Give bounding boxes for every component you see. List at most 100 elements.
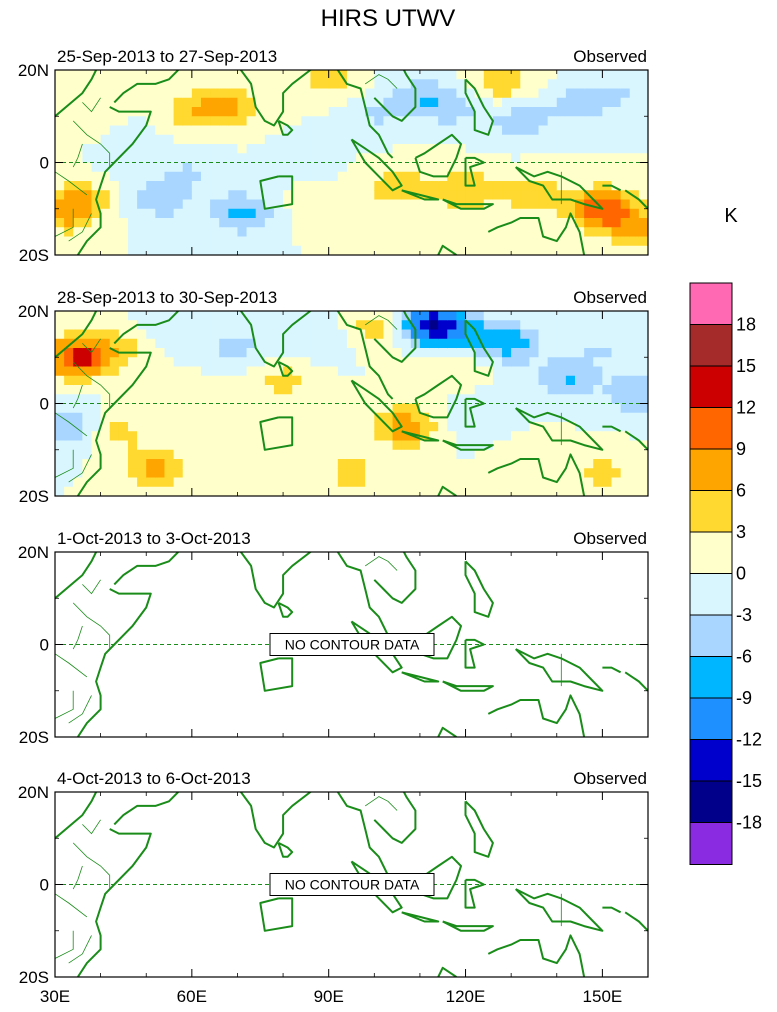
anomaly-cell [173,88,184,99]
anomaly-cell [310,311,321,321]
anomaly-cell [492,459,503,469]
anomaly-cell [237,107,248,117]
anomaly-cell [55,162,65,173]
anomaly-cell [173,385,184,395]
anomaly-cell [210,134,220,145]
anomaly-cell [182,116,193,127]
anomaly-cell [584,320,594,331]
anomaly-cell [502,431,512,442]
anomaly-cell [109,227,120,238]
coastline [113,552,179,586]
anomaly-cell [502,459,512,469]
anomaly-cell [301,236,312,247]
anomaly-cell [255,70,266,80]
anomaly-cell [237,412,248,423]
anomaly-cell [109,385,120,395]
anomaly-cell [228,449,239,460]
anomaly-cell [365,236,375,247]
anomaly-cell [310,440,321,451]
anomaly-cell [575,394,585,405]
country-border [72,361,111,409]
anomaly-cell [346,190,357,201]
anomaly-cell [419,320,430,331]
anomaly-cell [474,459,485,469]
anomaly-cell [511,431,521,442]
anomaly-cell [255,366,266,377]
anomaly-cell [319,134,330,145]
anomaly-cell [602,153,613,164]
anomaly-cell [474,162,485,173]
anomaly-cell [419,311,430,321]
anomaly-cell [511,199,521,210]
anomaly-cell [283,338,293,349]
anomaly-cell [556,320,567,331]
anomaly-cell [210,190,220,201]
coastline [464,638,485,669]
coastline [624,911,648,932]
anomaly-cell [109,431,120,442]
anomaly-cell [264,385,275,395]
anomaly-cell [228,107,239,117]
anomaly-cell [383,236,394,247]
anomaly-cell [219,181,229,191]
y-tick-label: 20S [19,487,49,506]
anomaly-cell [255,459,266,469]
anomaly-cell [383,375,394,386]
anomaly-cell [200,181,211,191]
anomaly-cell [55,144,65,154]
anomaly-cell [483,394,494,405]
plot-area-1 [55,70,648,255]
anomaly-cell [392,236,403,247]
anomaly-cell [100,468,111,479]
anomaly-cell [219,394,229,405]
anomaly-cell [593,134,603,145]
anomaly-cell [474,125,485,136]
anomaly-cell [456,97,467,108]
anomaly-cell [584,227,594,238]
anomaly-cell [602,236,613,247]
coastline [487,212,586,255]
anomaly-cell [273,227,284,238]
anomaly-cell [511,190,521,201]
anomaly-cell [483,88,494,99]
anomaly-cell [456,153,467,164]
anomaly-cell [337,375,348,386]
anomaly-cell [146,171,156,182]
anomaly-cell [502,403,512,414]
anomaly-cell [538,468,549,479]
anomaly-cell [419,181,430,191]
anomaly-cell [456,134,467,145]
anomaly-cell [100,218,111,228]
anomaly-cell [273,134,284,145]
anomaly-cell [383,486,394,496]
anomaly-cell [82,134,93,145]
anomaly-cell [109,116,120,127]
anomaly-cell [575,88,585,99]
anomaly-cell [502,357,512,368]
anomaly-cell [328,338,339,349]
anomaly-cell [429,190,439,201]
country-border [72,143,83,168]
anomaly-cell [511,412,521,423]
anomaly-cell [401,394,412,405]
anomaly-cell [55,477,65,488]
anomaly-cell [137,329,147,340]
anomaly-cell [401,107,412,117]
colorbar-label: 15 [736,356,756,376]
anomaly-cell [283,190,293,201]
anomaly-cell [73,338,83,349]
anomaly-cell [356,70,366,80]
anomaly-cell [629,153,640,164]
anomaly-cell [109,422,120,432]
anomaly-cell [319,459,330,469]
anomaly-cell [246,357,257,368]
anomaly-cell [365,171,375,182]
anomaly-cell [164,449,175,460]
anomaly-cell [620,422,631,432]
anomaly-cell [200,348,211,358]
anomaly-cell [629,162,640,173]
anomaly-cell [73,422,83,432]
anomaly-cell [310,412,321,423]
anomaly-cell [547,208,558,219]
anomaly-cell [319,320,330,331]
